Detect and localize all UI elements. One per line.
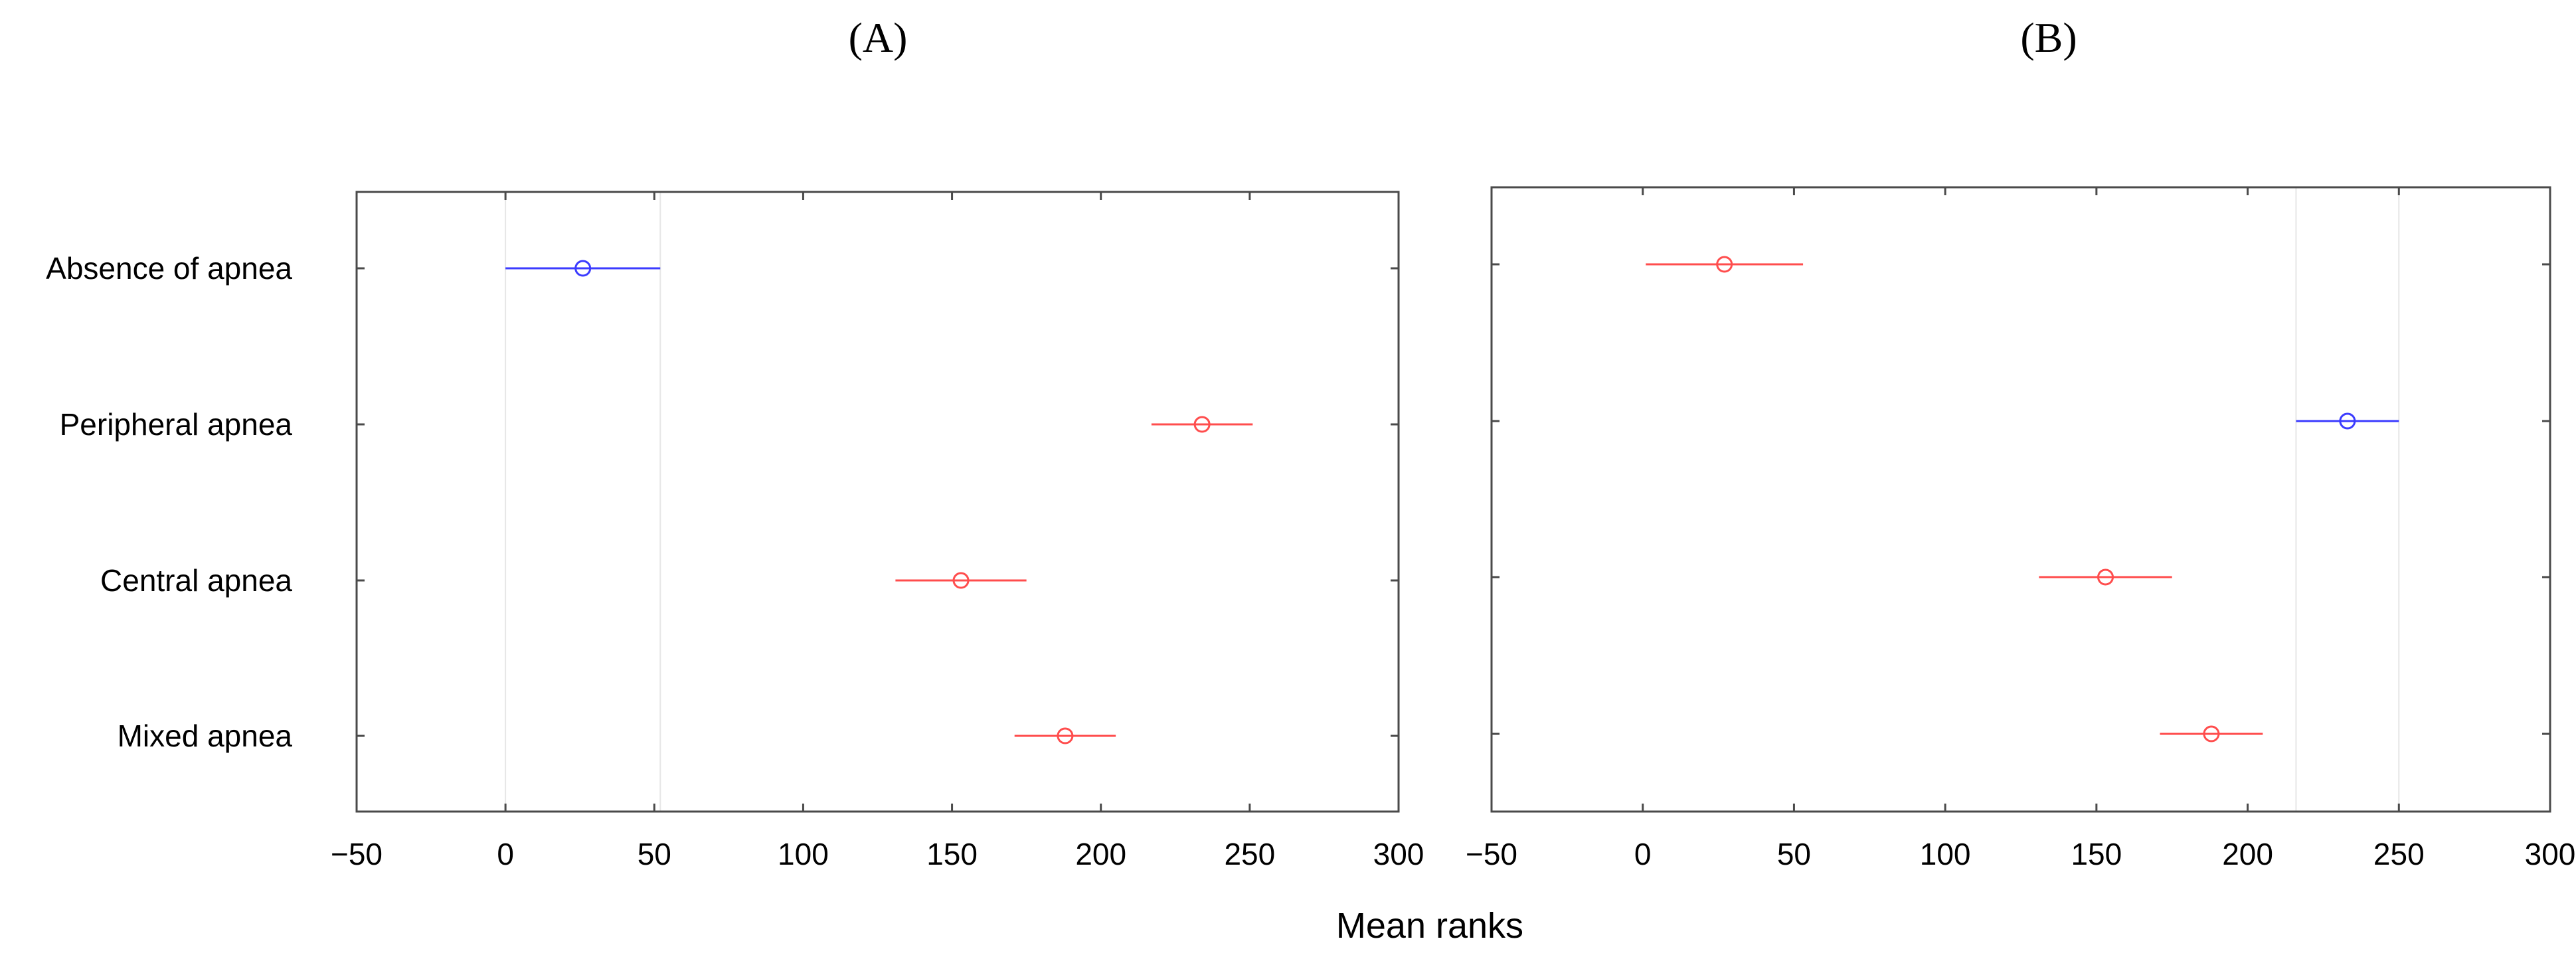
plot-frame	[355, 191, 1400, 813]
category-label: Absence of apnea	[46, 251, 292, 286]
category-label: Central apnea	[100, 563, 292, 598]
x-tick-label: 300	[2525, 837, 2576, 871]
x-tick-label: 300	[1373, 837, 1424, 871]
panel-b: (B) −50 0 50 100 150 200 250 300	[1466, 14, 2575, 871]
x-tick-label: 50	[1777, 837, 1811, 871]
x-tick-label: 200	[1075, 837, 1126, 871]
mean-marker	[2203, 725, 2220, 742]
mean-marker	[1193, 416, 1211, 433]
panel-label: (B)	[2020, 14, 2077, 61]
panels: (A) −50 0 50 100 150 200 250 300 Absence of apnea…	[46, 14, 2575, 871]
mean-marker	[952, 572, 970, 589]
x-tick-label: 150	[926, 837, 978, 871]
x-tick-label: 250	[2373, 837, 2425, 871]
x-tick-label: 0	[1634, 837, 1652, 871]
x-tick-label: 250	[1224, 837, 1275, 871]
mean-marker	[2339, 412, 2356, 430]
category-label: Mixed apnea	[118, 719, 293, 753]
x-tick-label: 100	[778, 837, 829, 871]
x-tick-label: 50	[638, 837, 671, 871]
x-tick-label: −50	[1466, 837, 1517, 871]
x-tick-label: 100	[1920, 837, 1971, 871]
x-tick-label: −50	[331, 837, 383, 871]
mean-marker	[2097, 568, 2114, 586]
category-label: Peripheral apnea	[60, 407, 293, 442]
panel-a: (A) −50 0 50 100 150 200 250 300 Absence of apnea…	[46, 14, 1424, 871]
panel-label: (A)	[849, 14, 908, 61]
x-tick-label: 200	[2222, 837, 2273, 871]
mean-marker	[1057, 727, 1074, 744]
mean-marker	[574, 260, 592, 277]
x-tick-label: 150	[2071, 837, 2122, 871]
plot-frame	[1490, 186, 2551, 813]
x-axis-title: Mean ranks	[1336, 906, 1523, 946]
mean-marker	[1716, 256, 1733, 273]
x-tick-label: 0	[497, 837, 514, 871]
